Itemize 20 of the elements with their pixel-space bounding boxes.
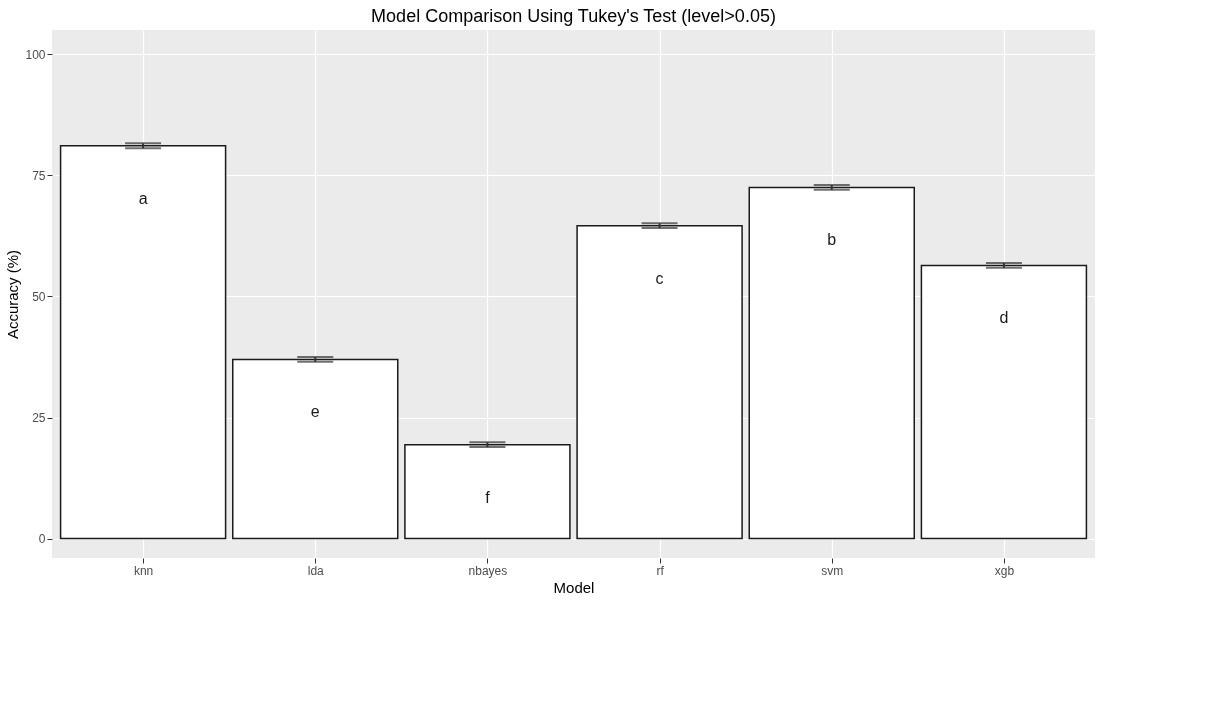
x-axis-title: Model xyxy=(553,578,595,596)
y-tick-label: 0 xyxy=(38,532,46,547)
annotation: b xyxy=(827,231,837,249)
x-tick-label: svm xyxy=(821,563,844,578)
annotation: c xyxy=(655,269,664,287)
x-tick-label: nbayes xyxy=(468,563,508,578)
y-tick-label: 75 xyxy=(32,168,46,183)
x-tick-label: rf xyxy=(656,563,665,578)
annotation: e xyxy=(310,403,320,421)
x-tick-label: xgb xyxy=(994,563,1015,578)
chart-title: Model Comparison Using Tukey's Test (level>0.05) xyxy=(371,6,776,26)
x-tick-label: lda xyxy=(307,563,325,578)
y-tick-label: 100 xyxy=(25,47,46,62)
x-tick-label: knn xyxy=(133,563,154,578)
y-tick-label: 50 xyxy=(32,289,46,304)
annotation: f xyxy=(485,488,491,506)
annotation: a xyxy=(138,189,148,207)
y-axis-title: Accuracy (%) xyxy=(4,249,22,340)
y-tick-label: 25 xyxy=(32,411,46,426)
annotation: d xyxy=(999,309,1009,327)
